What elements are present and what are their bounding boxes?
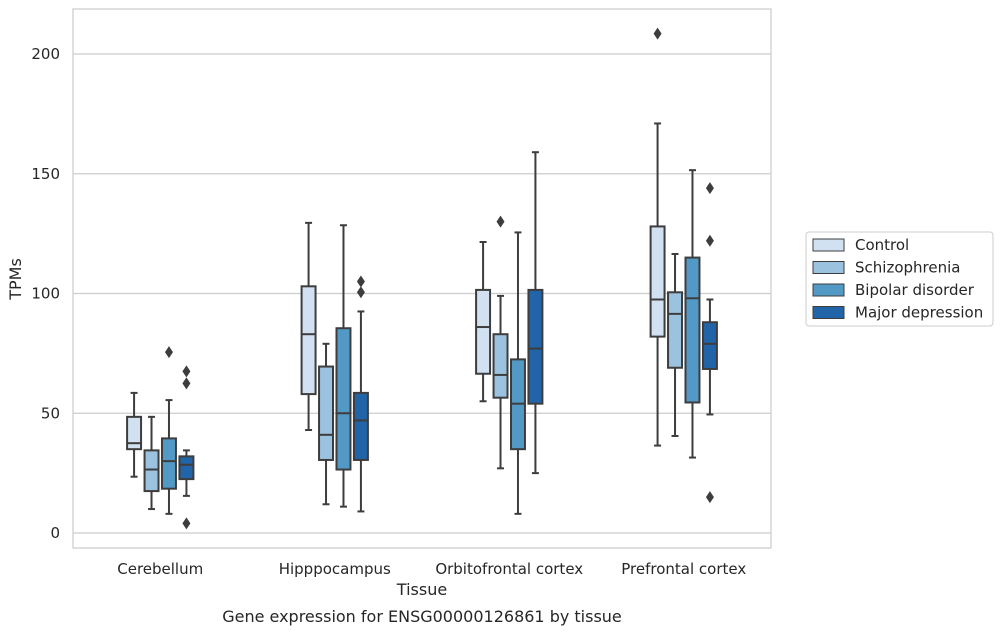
outlier-point: [182, 377, 191, 390]
box-control: [649, 27, 666, 447]
box-bipolar-disorder: [160, 346, 177, 515]
box-bipolar-disorder: [509, 231, 526, 515]
box-iqr: [318, 365, 335, 461]
box-bipolar-disorder: [684, 169, 701, 459]
box-major-depression: [527, 151, 544, 475]
plot-frame: [72, 8, 772, 549]
box-iqr: [667, 291, 684, 369]
outlier-point: [705, 182, 714, 195]
legend-items: Control Schizophrenia Bipolar disorder Majo…: [812, 236, 983, 322]
box-iqr: [701, 321, 718, 370]
box-iqr: [160, 437, 177, 490]
outlier-point: [164, 346, 173, 359]
box-iqr: [352, 391, 369, 461]
box-schizophrenia: [667, 252, 684, 438]
box-control: [126, 391, 143, 478]
y-tick-label: 0: [50, 524, 60, 542]
outlier-point: [182, 517, 191, 530]
legend-swatch: [812, 261, 845, 274]
box-major-depression: [352, 275, 369, 513]
x-tick-label: Cerebellum: [117, 560, 203, 578]
y-tick-label: 50: [41, 404, 60, 422]
box-iqr: [475, 288, 492, 375]
box-schizophrenia: [318, 342, 335, 506]
box-schizophrenia: [492, 215, 509, 470]
gridlines: [73, 53, 771, 534]
outlier-point: [496, 215, 505, 228]
x-tick-label: Orbitofrontal cortex: [435, 560, 583, 578]
outlier-point: [653, 27, 662, 40]
x-tick-labels: Cerebellum Hipppocampus Orbitofrontal cort…: [117, 560, 746, 578]
outlier-point: [705, 234, 714, 247]
box-iqr: [335, 327, 352, 471]
legend-label: Major depression: [855, 304, 983, 322]
legend: Control Schizophrenia Bipolar disorder Majo…: [805, 231, 994, 327]
legend-label: Bipolar disorder: [855, 281, 975, 299]
legend-swatch: [812, 283, 845, 297]
outlier-point: [356, 286, 365, 299]
box-iqr: [527, 288, 544, 405]
box-iqr: [492, 333, 509, 399]
box-control: [475, 241, 492, 403]
chart-caption: Gene expression for ENSG00000126861 by t…: [222, 607, 622, 626]
legend-label: Control: [855, 236, 909, 254]
y-axis-label: TPMs: [6, 258, 25, 301]
box-iqr: [126, 415, 143, 451]
outlier-point: [182, 365, 191, 378]
x-tick-label: Prefrontal cortex: [621, 560, 746, 578]
box-bipolar-disorder: [335, 224, 352, 508]
box-iqr: [649, 225, 666, 338]
y-tick-label: 100: [31, 285, 60, 303]
box-iqr: [300, 285, 317, 396]
y-tick-label: 200: [31, 45, 60, 63]
box-iqr: [684, 256, 701, 404]
outlier-point: [356, 275, 365, 288]
box-iqr: [143, 449, 160, 493]
legend-swatch: [812, 238, 845, 252]
box-major-depression: [178, 365, 195, 530]
x-axis-label: Tissue: [396, 580, 447, 599]
legend-frame: [805, 231, 994, 327]
box-groups: [126, 27, 718, 530]
legend-swatch: [812, 306, 845, 319]
box-major-depression: [701, 182, 718, 504]
outlier-point: [705, 491, 714, 504]
box-control: [300, 221, 317, 432]
box-iqr: [178, 455, 195, 481]
legend-label: Schizophrenia: [855, 259, 960, 277]
box-schizophrenia: [143, 415, 160, 511]
y-tick-label: 150: [31, 165, 60, 183]
y-tick-labels: 0 50 100 150 200: [31, 45, 60, 542]
x-tick-label: Hipppocampus: [279, 560, 391, 578]
